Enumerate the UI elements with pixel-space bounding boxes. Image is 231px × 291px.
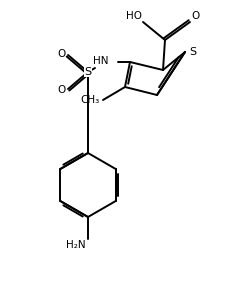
Text: H₂N: H₂N <box>66 240 86 250</box>
Text: CH₃: CH₃ <box>80 95 100 105</box>
Text: HN: HN <box>93 56 109 66</box>
Text: O: O <box>58 85 66 95</box>
Text: HO: HO <box>125 11 141 21</box>
Text: S: S <box>188 47 195 57</box>
Text: O: O <box>190 11 198 21</box>
Text: S: S <box>84 67 91 77</box>
Text: O: O <box>58 49 66 59</box>
